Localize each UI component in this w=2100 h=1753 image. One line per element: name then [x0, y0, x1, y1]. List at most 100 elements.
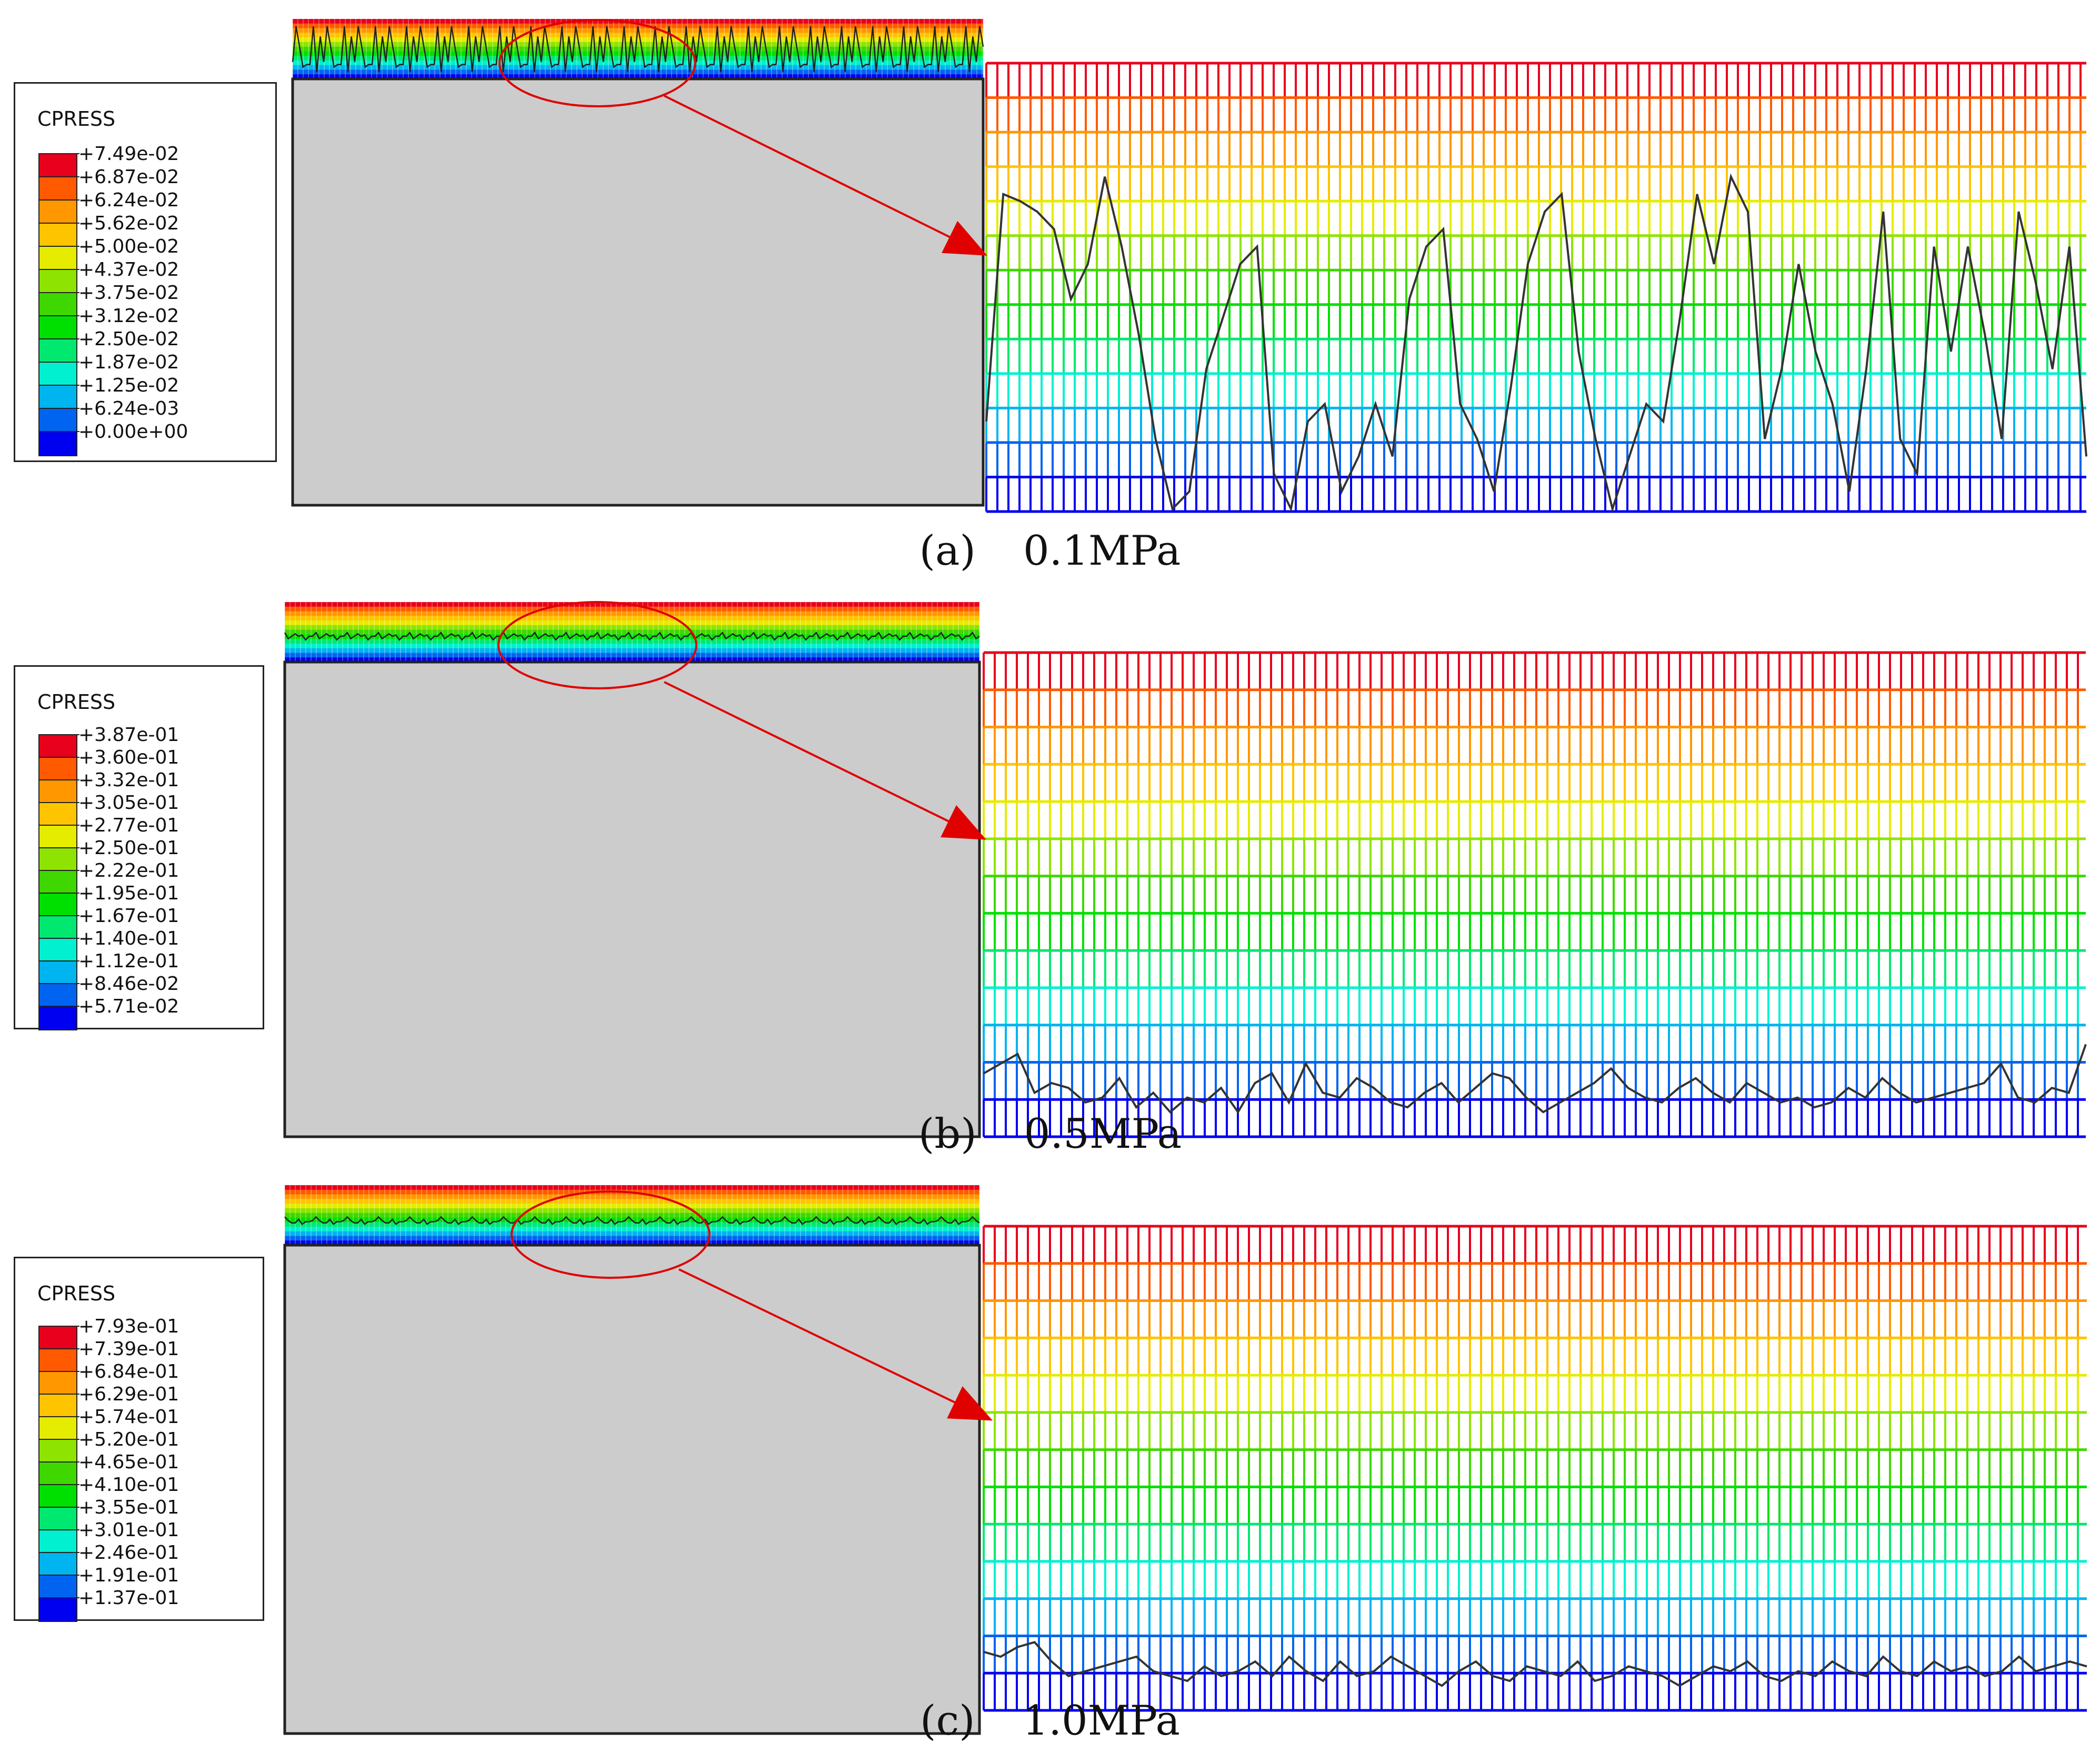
legend-value: +1.95e-01 [78, 883, 179, 904]
legend-swatch [39, 1440, 76, 1462]
legend-value: +2.50e-01 [78, 837, 179, 859]
legend-value: +7.93e-01 [78, 1316, 179, 1337]
legend-value: +1.40e-01 [78, 928, 179, 949]
legend-tick [73, 1484, 79, 1485]
legend-value: +2.46e-01 [78, 1542, 179, 1564]
legend-swatch [39, 409, 76, 432]
legend-swatch [39, 247, 76, 270]
legend-value: +3.01e-01 [78, 1519, 179, 1541]
strip-band [285, 606, 979, 612]
strip-band [293, 60, 983, 66]
zoom-arrow-head [947, 1386, 993, 1421]
legend-value: +1.87e-02 [78, 352, 179, 373]
legend-c: CPRESS +7.93e-01 +7.39e-01 +6.84e-01 +6.29e… [14, 1257, 264, 1622]
legend-swatch [39, 916, 76, 939]
strip-band [285, 1199, 979, 1204]
figure-panel-c: CPRESS +7.93e-01 +7.39e-01 +6.84e-01 +6.29e… [0, 1168, 2100, 1753]
substrate-body [283, 660, 981, 1138]
zoom-arrow-head [941, 805, 986, 840]
legend-value: +7.39e-01 [78, 1338, 179, 1360]
zoom-arrow-line [664, 681, 968, 832]
legend-swatch [39, 826, 76, 848]
strip-band [285, 1194, 979, 1199]
zoom-contact-profile [983, 1044, 2087, 1114]
legend-value: +0.00e+00 [78, 421, 188, 443]
legend-value: +4.65e-01 [78, 1451, 179, 1473]
strip-band [293, 69, 983, 75]
legend-value: +2.50e-02 [78, 328, 179, 350]
legend-value: +3.32e-01 [78, 769, 179, 791]
strip-band [285, 629, 979, 635]
strip-band [285, 1208, 979, 1214]
legend-value: +5.71e-02 [78, 996, 179, 1017]
legend-tick [73, 1461, 79, 1462]
legend-tick [73, 1575, 79, 1576]
strip-band [285, 1236, 979, 1241]
legend-tick [73, 1371, 79, 1372]
legend-tick [73, 199, 79, 201]
legend-swatch [39, 201, 76, 224]
legend-value: +3.12e-02 [78, 305, 179, 327]
legend-tick [73, 938, 79, 939]
strip-band [285, 1213, 979, 1218]
strip-band [293, 37, 983, 43]
zoom-region-ellipse [497, 601, 697, 689]
legend-value: +2.77e-01 [78, 815, 179, 836]
legend-swatch [39, 386, 76, 409]
legend-value: +1.67e-01 [78, 905, 179, 927]
legend-tick [73, 960, 79, 961]
fem-contour-figure-c [283, 1185, 2087, 1735]
strip-band [285, 625, 979, 630]
legend-tick [73, 338, 79, 339]
strip-band [293, 74, 983, 79]
caption-c: (c) 1.0MPa [0, 1697, 2100, 1745]
strip-band [285, 611, 979, 616]
caption-b: (b) 0.5MPa [0, 1110, 2100, 1158]
strip-band [293, 46, 983, 52]
strip-band [285, 616, 979, 621]
legend-value: +3.87e-01 [78, 724, 179, 746]
legend-colorbar-a [38, 153, 77, 456]
substrate-body [291, 77, 985, 507]
legend-swatch [39, 224, 76, 247]
legend-swatch [39, 1395, 76, 1417]
legend-value: +5.74e-01 [78, 1406, 179, 1428]
caption-value-a: 0.1MPa [1023, 527, 1181, 575]
legend-value: +3.05e-01 [78, 792, 179, 814]
legend-colorbar-b [38, 734, 77, 1030]
legend-swatch [39, 270, 76, 293]
strip-band [285, 1204, 979, 1209]
strip-band [285, 653, 979, 658]
legend-swatch [39, 984, 76, 1007]
strip-band [285, 620, 979, 626]
legend-tick [73, 315, 79, 316]
strip-band [293, 33, 983, 38]
legend-value: +6.84e-01 [78, 1361, 179, 1383]
fem-contour-figure-a [291, 19, 2087, 513]
legend-value: +1.37e-01 [78, 1587, 179, 1609]
zoom-arrow-head [942, 221, 987, 256]
zoom-contact-profile [985, 173, 2087, 513]
legend-swatch [39, 1576, 76, 1598]
strip-band [285, 657, 979, 663]
fem-contour-figure-b [283, 601, 2087, 1138]
legend-swatch [39, 1530, 76, 1553]
legend-tick [73, 870, 79, 871]
legend-swatch [39, 894, 76, 916]
zoom-arrow-line [678, 1268, 974, 1413]
legend-swatch [39, 339, 76, 363]
legend-swatch [39, 1462, 76, 1485]
legend-tick [73, 153, 79, 154]
legend-value: +1.25e-02 [78, 375, 179, 396]
zoom-region-ellipse [511, 1190, 711, 1279]
legend-title-c: CPRESS [37, 1282, 116, 1305]
legend-b: CPRESS +3.87e-01 +3.60e-01 +3.32e-01 +3.05e… [14, 665, 264, 1030]
legend-value: +4.10e-01 [78, 1474, 179, 1496]
legend-swatch [39, 871, 76, 894]
legend-tick [73, 779, 79, 780]
legend-tick [73, 1552, 79, 1553]
strip-band [285, 643, 979, 649]
legend-value: +6.87e-02 [78, 166, 179, 188]
caption-value-b: 0.5MPa [1024, 1110, 1182, 1158]
legend-tick [73, 1597, 79, 1598]
